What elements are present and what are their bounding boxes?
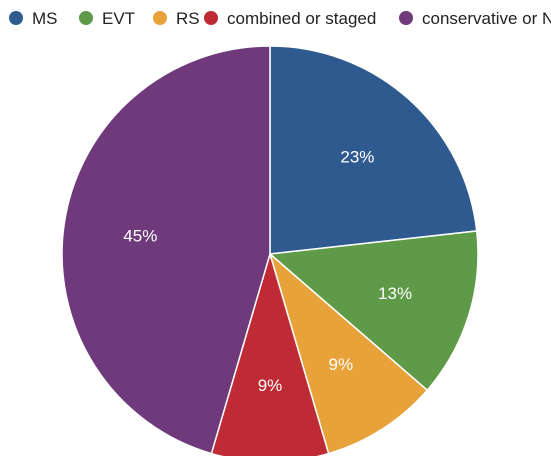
- pie-slice-combined-or-staged[interactable]: [210, 251, 330, 456]
- legend-marker: [79, 11, 93, 25]
- pie-slice-rs[interactable]: [268, 251, 429, 455]
- legend-item-rs[interactable]: RS: [153, 9, 200, 28]
- legend-item-conservative-or-n-a[interactable]: conservative or N/A: [399, 9, 551, 28]
- legend-marker: [204, 11, 218, 25]
- legend-marker: [399, 11, 413, 25]
- legend-label: conservative or N/A: [422, 9, 551, 28]
- pie-slices: [61, 45, 479, 456]
- legend-item-evt[interactable]: EVT: [79, 9, 135, 28]
- legend-label: MS: [32, 9, 58, 28]
- slice-value-label: 23%: [340, 147, 374, 166]
- chart-legend: MS EVT RS combined or staged conservative or…: [9, 9, 551, 28]
- slice-value-label: 13%: [378, 284, 412, 303]
- slice-value-label: 9%: [258, 376, 283, 395]
- pie-slice-evt[interactable]: [268, 230, 479, 392]
- pie-slice-labels: 23% 13% 9% 9% 45%: [123, 147, 412, 395]
- legend-item-combined-or-staged[interactable]: combined or staged: [204, 9, 376, 28]
- slice-value-label: 45%: [123, 226, 157, 245]
- legend-label: EVT: [102, 9, 135, 28]
- legend-label: RS: [176, 9, 200, 28]
- slice-value-label: 9%: [329, 355, 354, 374]
- legend-marker: [9, 11, 23, 25]
- legend-label: combined or staged: [227, 9, 376, 28]
- legend-marker: [153, 11, 167, 25]
- pie-slice-ms[interactable]: [269, 45, 478, 255]
- pie-slice-conservative-or-n-a[interactable]: [61, 45, 271, 455]
- legend-item-ms[interactable]: MS: [9, 9, 58, 28]
